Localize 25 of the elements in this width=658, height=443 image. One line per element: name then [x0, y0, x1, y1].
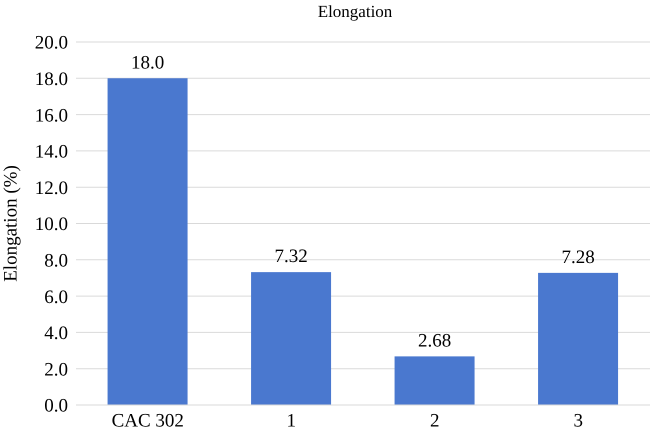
- y-tick-label: 20.0: [34, 32, 68, 54]
- y-tick-label: 10.0: [34, 214, 68, 236]
- bar: [394, 356, 475, 405]
- y-tick-label: 16.0: [34, 105, 68, 126]
- x-tick-label: 3: [574, 410, 583, 432]
- data-label: 7.32: [274, 246, 308, 268]
- bar: [251, 272, 332, 405]
- x-tick-label: CAC 302: [112, 410, 184, 432]
- data-label: 18.0: [130, 52, 164, 74]
- y-tick-label: 2.0: [44, 359, 68, 380]
- data-label: 2.68: [418, 330, 452, 352]
- y-tick-label: 8.0: [44, 250, 68, 272]
- y-tick-label: 12.0: [34, 178, 68, 199]
- y-tick-label: 6.0: [44, 286, 68, 308]
- chart-title: Elongation: [316, 2, 394, 22]
- y-tick-label: 4.0: [44, 323, 68, 344]
- y-axis-title: Elongation (%): [0, 165, 22, 282]
- x-tick-label: 2: [430, 410, 440, 432]
- bar: [538, 272, 618, 405]
- x-tick-label: 1: [286, 410, 296, 432]
- bar: [108, 78, 188, 405]
- y-tick-label: 14.0: [34, 142, 68, 163]
- y-tick-label: 0.0: [44, 396, 68, 417]
- y-tick-label: 18.0: [34, 69, 68, 90]
- data-label: 7.28: [561, 246, 595, 268]
